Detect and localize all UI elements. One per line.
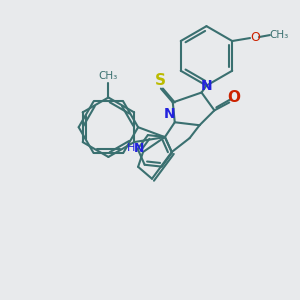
- Text: H: H: [127, 143, 135, 153]
- Text: O: O: [228, 90, 241, 105]
- Text: N: N: [201, 79, 212, 93]
- Text: CH₃: CH₃: [99, 71, 118, 81]
- Text: N: N: [164, 107, 176, 121]
- Text: O: O: [250, 31, 260, 44]
- Text: CH₃: CH₃: [269, 30, 288, 40]
- Text: N: N: [134, 142, 144, 154]
- Text: S: S: [154, 73, 165, 88]
